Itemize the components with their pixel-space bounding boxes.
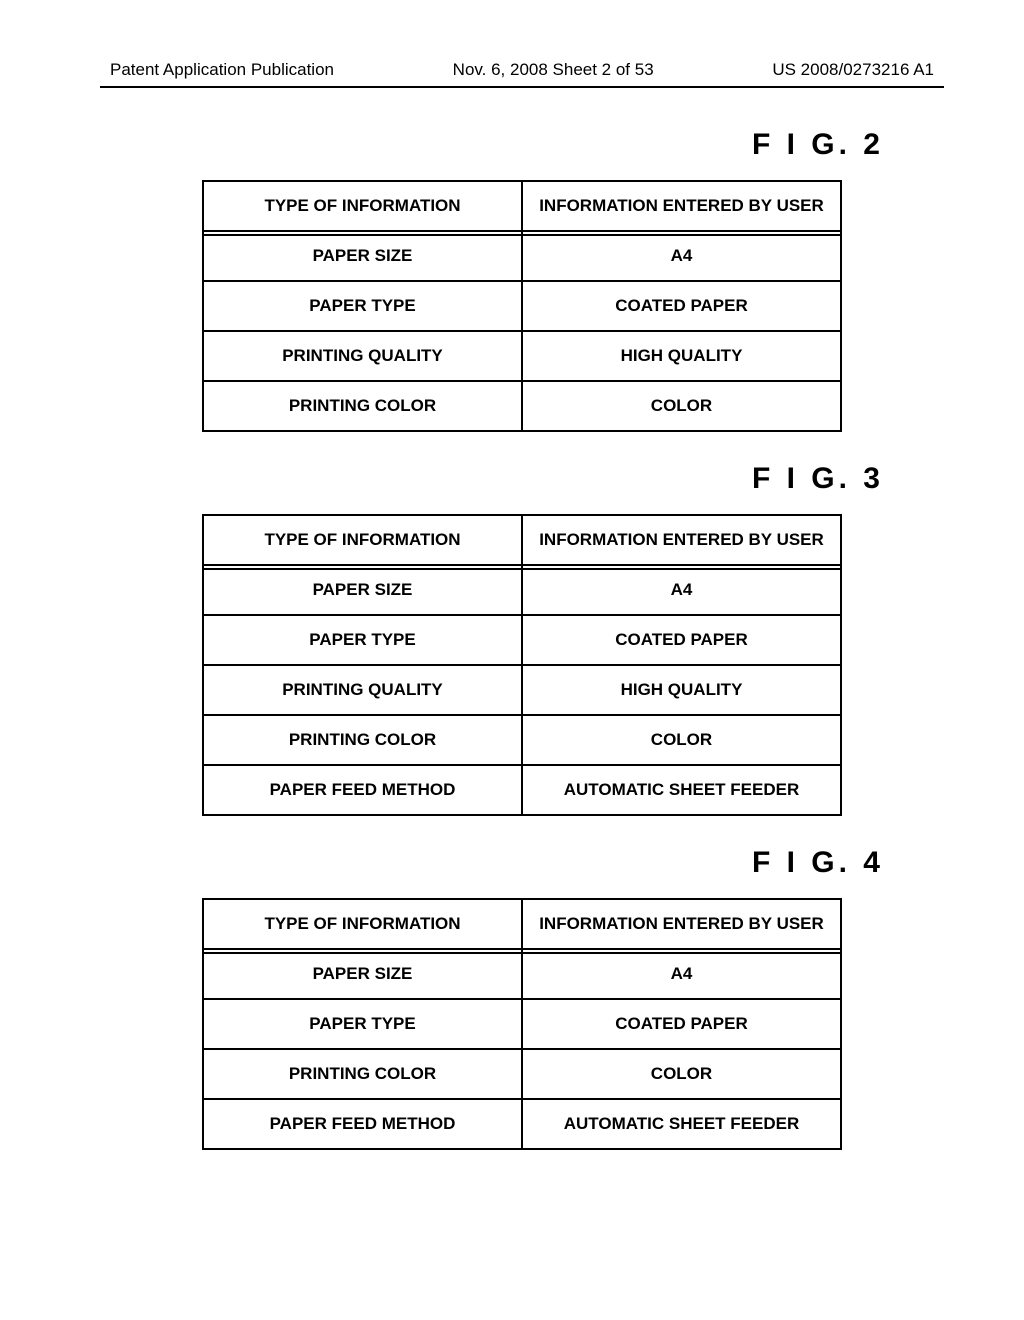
cell: PRINTING QUALITY [203, 331, 522, 381]
cell: PRINTING COLOR [203, 381, 522, 431]
col-header: INFORMATION ENTERED BY USER [522, 899, 841, 949]
col-header: TYPE OF INFORMATION [203, 899, 522, 949]
figure-2-table: TYPE OF INFORMATION INFORMATION ENTERED … [202, 180, 842, 432]
figure-3-table: TYPE OF INFORMATION INFORMATION ENTERED … [202, 514, 842, 816]
table-row: PAPER FEED METHOD AUTOMATIC SHEET FEEDER [203, 1099, 841, 1149]
cell: PAPER SIZE [203, 949, 522, 999]
header-left: Patent Application Publication [110, 60, 334, 80]
page-header: Patent Application Publication Nov. 6, 2… [100, 60, 944, 88]
table-row: PRINTING QUALITY HIGH QUALITY [203, 331, 841, 381]
cell: COLOR [522, 715, 841, 765]
figure-label-4: F I G. 4 [100, 846, 884, 880]
cell: PAPER TYPE [203, 999, 522, 1049]
table-header-row: TYPE OF INFORMATION INFORMATION ENTERED … [203, 515, 841, 565]
cell: COLOR [522, 381, 841, 431]
table-row: PAPER TYPE COATED PAPER [203, 999, 841, 1049]
header-right: US 2008/0273216 A1 [772, 60, 934, 80]
figure-label-3: F I G. 3 [100, 462, 884, 496]
cell: PAPER TYPE [203, 281, 522, 331]
col-header: TYPE OF INFORMATION [203, 515, 522, 565]
cell: A4 [522, 231, 841, 281]
cell: COATED PAPER [522, 281, 841, 331]
header-mid: Nov. 6, 2008 Sheet 2 of 53 [453, 60, 654, 80]
cell: AUTOMATIC SHEET FEEDER [522, 1099, 841, 1149]
patent-page: Patent Application Publication Nov. 6, 2… [0, 0, 1024, 1320]
cell: HIGH QUALITY [522, 665, 841, 715]
table-row: PAPER SIZE A4 [203, 565, 841, 615]
figure-label-2: F I G. 2 [100, 128, 884, 162]
table-row: PRINTING COLOR COLOR [203, 1049, 841, 1099]
table-row: PAPER FEED METHOD AUTOMATIC SHEET FEEDER [203, 765, 841, 815]
figure-4-table: TYPE OF INFORMATION INFORMATION ENTERED … [202, 898, 842, 1150]
cell: PRINTING COLOR [203, 1049, 522, 1099]
col-header: INFORMATION ENTERED BY USER [522, 515, 841, 565]
cell: PAPER SIZE [203, 565, 522, 615]
cell: PAPER FEED METHOD [203, 765, 522, 815]
table-row: PAPER TYPE COATED PAPER [203, 281, 841, 331]
cell: PAPER FEED METHOD [203, 1099, 522, 1149]
table-row: PRINTING COLOR COLOR [203, 381, 841, 431]
cell: A4 [522, 949, 841, 999]
table-header-row: TYPE OF INFORMATION INFORMATION ENTERED … [203, 181, 841, 231]
cell: AUTOMATIC SHEET FEEDER [522, 765, 841, 815]
cell: PAPER SIZE [203, 231, 522, 281]
table-row: PRINTING QUALITY HIGH QUALITY [203, 665, 841, 715]
table-row: PAPER SIZE A4 [203, 949, 841, 999]
col-header: TYPE OF INFORMATION [203, 181, 522, 231]
table-header-row: TYPE OF INFORMATION INFORMATION ENTERED … [203, 899, 841, 949]
cell: COATED PAPER [522, 999, 841, 1049]
cell: COATED PAPER [522, 615, 841, 665]
table-row: PAPER TYPE COATED PAPER [203, 615, 841, 665]
cell: PRINTING COLOR [203, 715, 522, 765]
cell: HIGH QUALITY [522, 331, 841, 381]
col-header: INFORMATION ENTERED BY USER [522, 181, 841, 231]
table-row: PAPER SIZE A4 [203, 231, 841, 281]
table-row: PRINTING COLOR COLOR [203, 715, 841, 765]
cell: PRINTING QUALITY [203, 665, 522, 715]
cell: PAPER TYPE [203, 615, 522, 665]
cell: A4 [522, 565, 841, 615]
cell: COLOR [522, 1049, 841, 1099]
